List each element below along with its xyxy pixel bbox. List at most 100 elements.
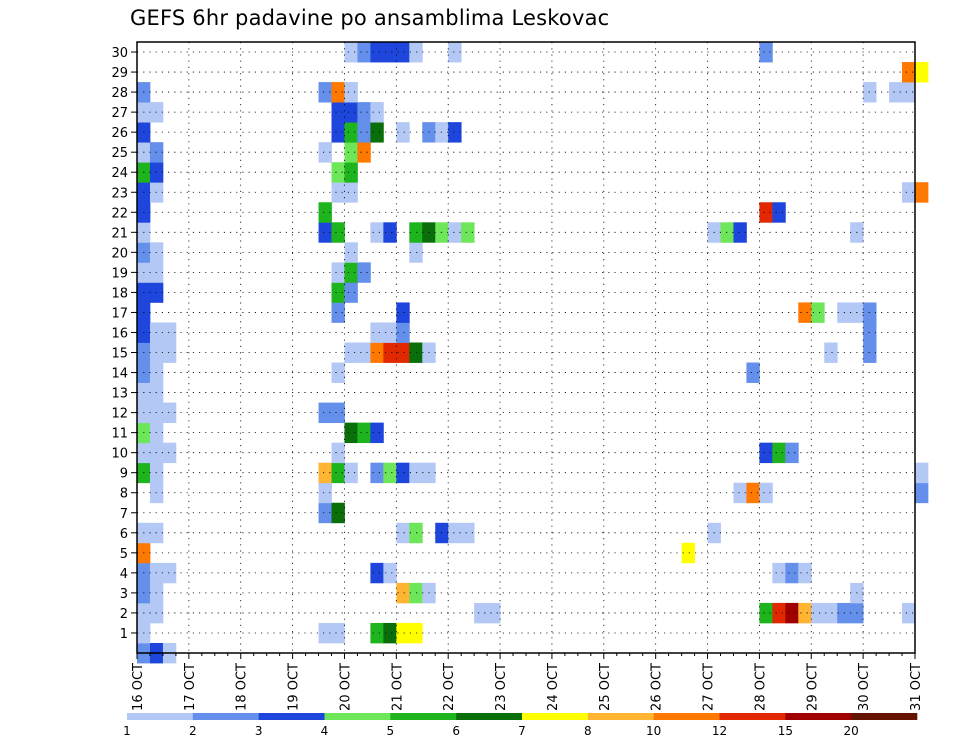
heatmap-cell <box>344 162 358 183</box>
heatmap-cell <box>889 82 903 103</box>
heatmap-cell <box>759 42 773 63</box>
colorbar-segment <box>653 713 720 720</box>
x-tick-label: 16 OCT <box>131 663 146 711</box>
heatmap-cell <box>318 482 332 504</box>
heatmap-cell <box>759 602 773 624</box>
colorbar-label: 20 <box>844 724 859 738</box>
heatmap-cell <box>344 342 358 363</box>
heatmap-cell <box>357 422 371 444</box>
heatmap-cell <box>383 222 397 243</box>
heatmap-cell <box>798 602 812 624</box>
x-tick-label: 21 OCT <box>390 663 405 711</box>
heatmap-cell <box>759 202 773 223</box>
heatmap-cell <box>331 442 345 464</box>
y-tick-label: 9 <box>120 467 128 482</box>
heatmap-cell <box>396 42 410 63</box>
colorbar-segment <box>192 713 259 720</box>
colorbar-label: 6 <box>452 724 460 738</box>
heatmap-cell <box>370 222 384 243</box>
heatmap-cell <box>863 342 877 363</box>
colorbar-segment <box>258 713 325 720</box>
heatmap-cell <box>162 562 177 584</box>
x-tick-label: 20 OCT <box>338 663 353 711</box>
heatmap-cell <box>824 342 838 363</box>
x-tick-label: 25 OCT <box>598 663 613 711</box>
heatmap-cell <box>344 282 358 303</box>
colorbar-segment <box>522 713 589 720</box>
y-tick-label: 25 <box>111 146 128 161</box>
heatmap-cell <box>383 562 397 584</box>
heatmap-cell <box>331 402 345 424</box>
heatmap-cell <box>409 42 423 63</box>
heatmap-cell <box>331 622 345 644</box>
heatmap-cell <box>344 462 358 484</box>
y-tick-label: 7 <box>120 507 128 522</box>
colorbar: 1 2 3 4 5 6 7 8 10 12 15 20 <box>123 713 918 738</box>
heatmap-cell <box>162 402 177 424</box>
colorbar-segment <box>127 713 194 720</box>
heatmap-cell <box>772 202 786 223</box>
heatmap-cell <box>318 222 332 243</box>
colorbar-label: 12 <box>712 724 727 738</box>
heatmap-cell <box>331 122 345 143</box>
y-tick-label: 28 <box>111 86 128 101</box>
heatmap-cell <box>772 442 786 464</box>
x-axis: 16 OCT 17 OCT 18 OCT 19 OCT 20 OCT 21 OCT 22 O… <box>131 653 924 711</box>
x-tick-label: 31 OCT <box>909 663 924 711</box>
y-tick-label: 8 <box>120 487 128 502</box>
colorbar-segment <box>324 713 391 720</box>
heatmap-cell <box>811 302 825 323</box>
plot-frame <box>136 41 916 654</box>
heatmap-cell <box>383 622 397 644</box>
heatmap-cell <box>162 322 177 343</box>
heatmap-cell <box>409 222 423 243</box>
heatmap-cell <box>461 222 475 243</box>
heatmap-cell <box>487 602 501 624</box>
colorbar-label: 5 <box>387 724 395 738</box>
colorbar-label: 15 <box>778 724 793 738</box>
heatmap-cell <box>344 102 358 123</box>
heatmap-cell <box>331 182 345 203</box>
heatmap-cell <box>396 322 410 343</box>
heatmap-cell <box>370 122 384 143</box>
x-tick-label: 18 OCT <box>235 663 250 711</box>
heatmap-cell <box>396 122 410 143</box>
heatmap-cell <box>396 522 410 544</box>
heatmap-cell <box>863 322 877 343</box>
y-tick-label: 22 <box>111 206 128 221</box>
x-tick-label: 28 OCT <box>753 663 768 711</box>
heatmap-cell <box>798 302 812 323</box>
x-tick-label: 26 OCT <box>650 663 665 711</box>
colorbar-label: 4 <box>321 724 329 738</box>
heatmap-cell <box>344 262 358 283</box>
heatmap-cell <box>331 82 345 103</box>
heatmap-cell <box>824 602 838 624</box>
heatmap-cell <box>409 462 423 484</box>
heatmap-cell <box>746 362 760 383</box>
heatmap-cell <box>915 62 929 83</box>
heatmap-cell <box>370 102 384 123</box>
y-tick-label: 11 <box>111 427 128 442</box>
heatmap-cell <box>396 302 410 323</box>
y-tick-label: 30 <box>111 46 128 61</box>
heatmap-cell <box>733 222 747 243</box>
heatmap-cell <box>409 242 423 263</box>
heatmap-cell <box>357 262 371 283</box>
heatmap-cell <box>409 582 423 604</box>
y-tick-label: 23 <box>111 186 128 201</box>
heatmap-cell <box>318 142 332 163</box>
heatmap-cell <box>357 42 371 63</box>
heatmap-cell <box>344 82 358 103</box>
colorbar-segment <box>456 713 523 720</box>
heatmap-cell <box>357 342 371 363</box>
heatmap-cell <box>318 82 332 103</box>
heatmap-cell <box>474 602 488 624</box>
heatmap-cell <box>370 562 384 584</box>
heatmap-cell <box>396 582 410 604</box>
heatmap-cell <box>785 562 799 584</box>
heatmap-cell <box>370 42 384 63</box>
heatmap-cell <box>331 262 345 283</box>
y-tick-label: 2 <box>120 607 128 622</box>
colorbar-label: 8 <box>584 724 592 738</box>
colorbar-segment <box>719 713 786 720</box>
